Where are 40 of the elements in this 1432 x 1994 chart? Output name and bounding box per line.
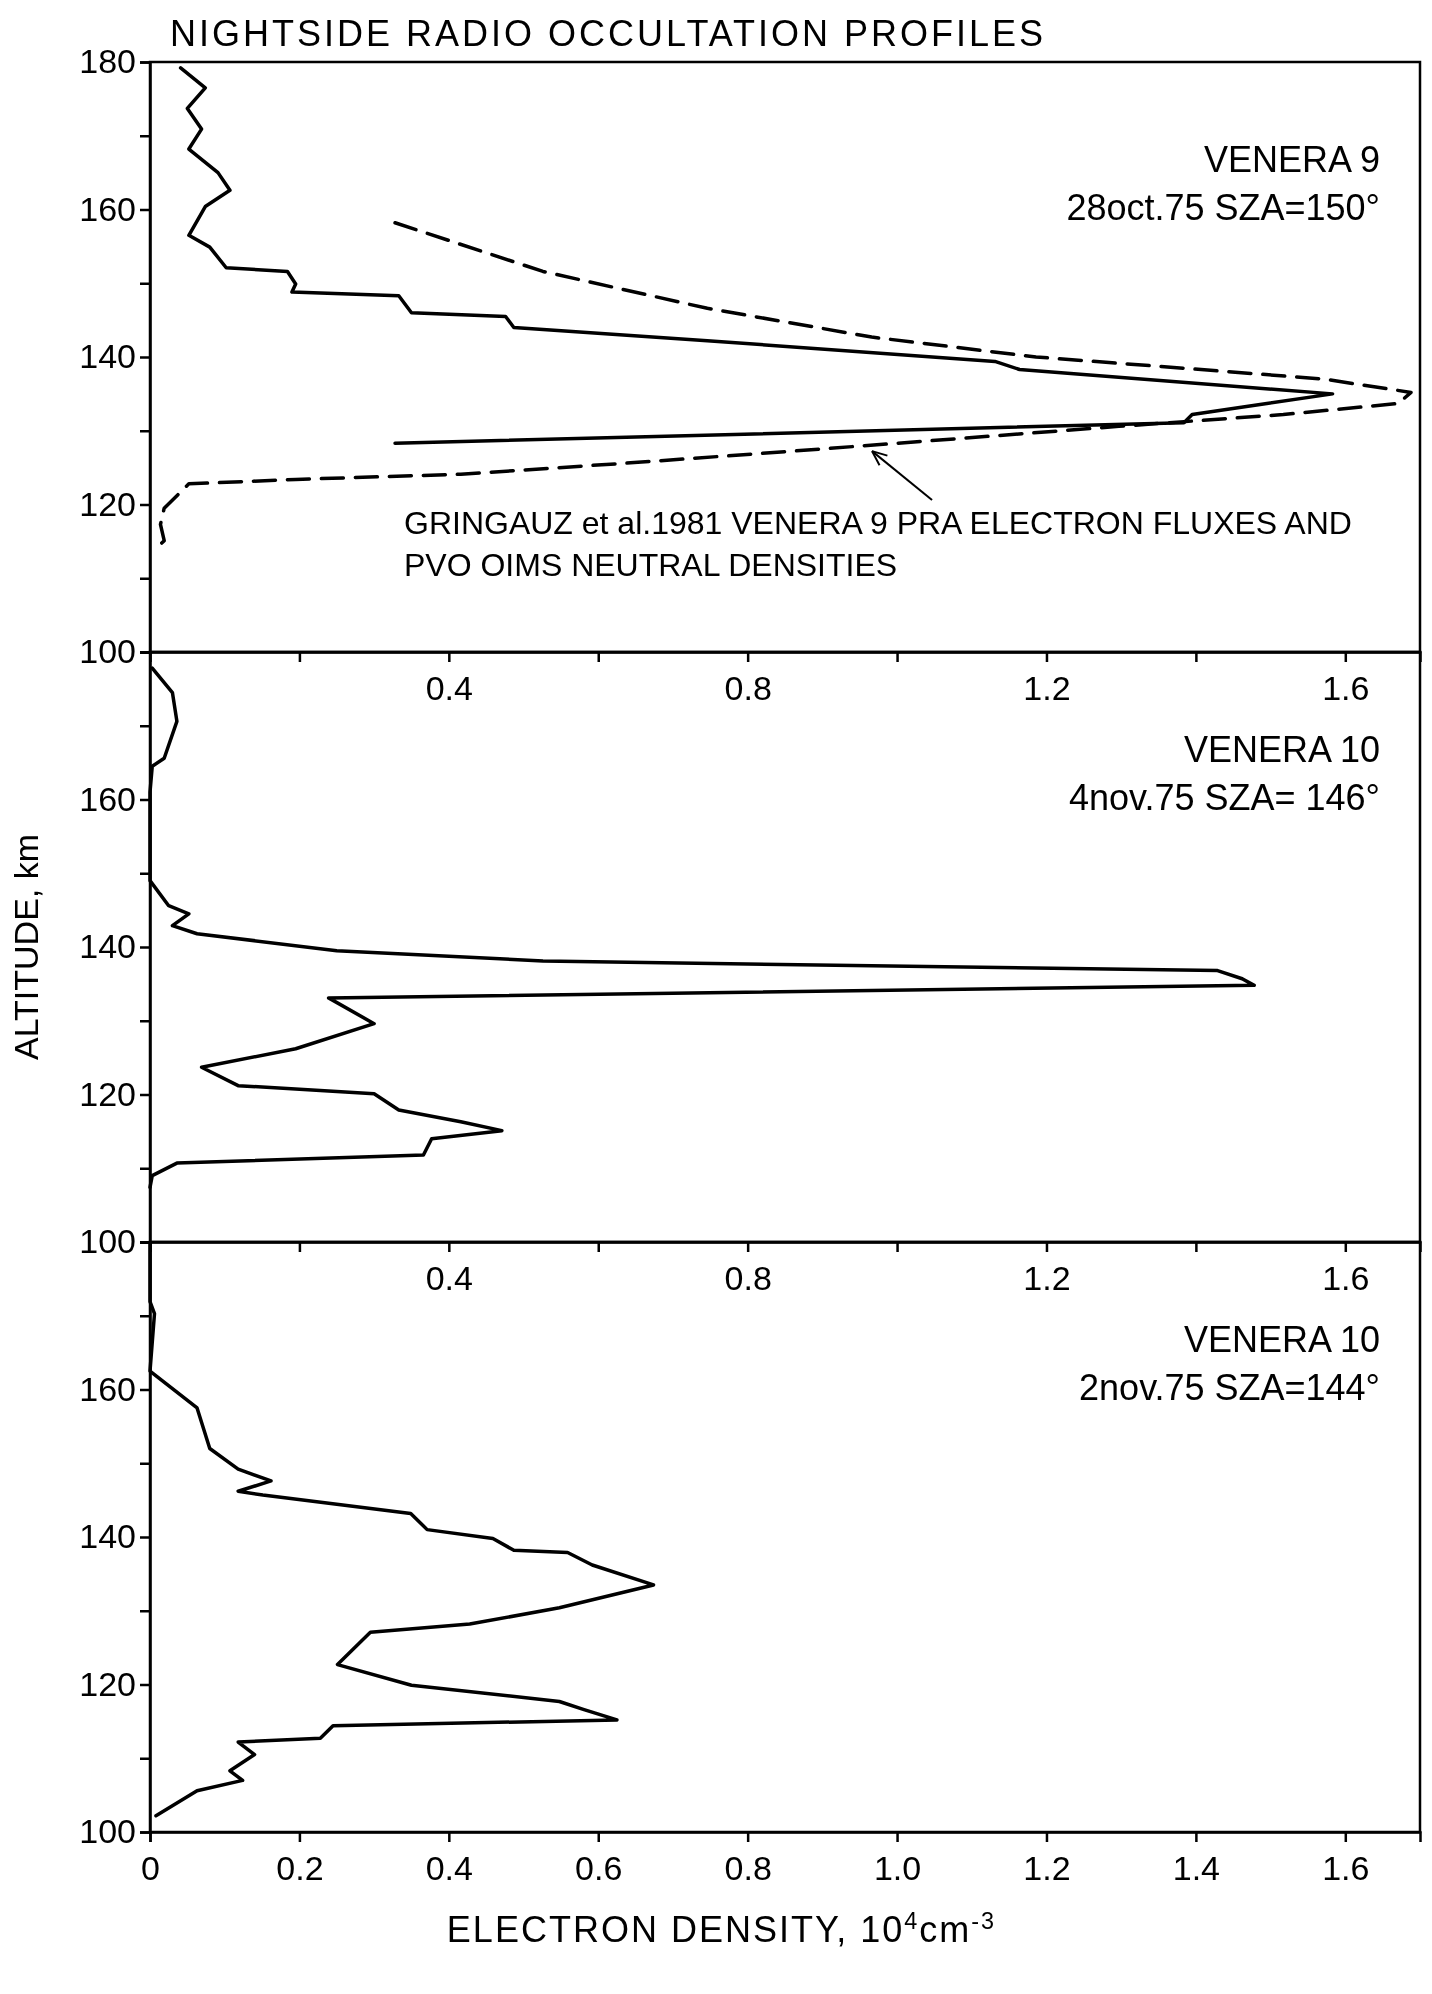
x-axis-title: ELECTRON DENSITY, 10$^{4}$cm$^{-3}$ — [446, 1908, 997, 1950]
x-tick-label: 1.2 — [1023, 1259, 1071, 1298]
y-tick-label: 120 — [79, 1074, 136, 1113]
x-tick-label: 1.6 — [1322, 669, 1370, 708]
y-axis-title: ALTITUDE, km — [7, 833, 45, 1061]
legend-label: GRINGAUZ et al.1981 VENERA 9 PRA ELECTRON FLUXES AND PVO OIMS NEUTRAL DENSITIES — [404, 505, 1352, 583]
x-tick-label: 1.2 — [1023, 669, 1071, 708]
annotation: 28oct.75 SZA=150° — [1066, 187, 1380, 228]
y-tick-label: 160 — [79, 779, 136, 818]
x-tick-label: 0.4 — [425, 669, 473, 708]
y-tick-label: 100 — [79, 1222, 136, 1261]
chart-title: NIGHTSIDE RADIO OCCULTATION PROFILES — [170, 13, 1047, 54]
x-tick-label: 1.0 — [873, 1849, 922, 1888]
y-tick-label: 160 — [79, 1369, 136, 1408]
x-tick-label: 0.4 — [425, 1259, 473, 1298]
y-tick-label: 160 — [79, 189, 136, 228]
y-tick-label: 140 — [79, 1517, 136, 1556]
x-tick-label: 1.4 — [1172, 1849, 1221, 1888]
y-tick-label: 100 — [79, 1812, 136, 1851]
x-tick-label: 0.8 — [724, 1259, 772, 1298]
x-tick-label: 0.2 — [276, 1849, 324, 1888]
x-tick-label: 0.4 — [425, 1849, 473, 1888]
y-tick-label: 140 — [79, 337, 136, 376]
annotation: 4nov.75 SZA= 146° — [1069, 777, 1380, 818]
x-tick-label: 1.2 — [1023, 1849, 1071, 1888]
x-tick-label: 0.8 — [724, 669, 772, 708]
y-tick-label: 100 — [79, 632, 136, 671]
x-tick-label: 0.8 — [724, 1849, 772, 1888]
y-tick-label: 120 — [79, 484, 136, 523]
y-tick-label: 120 — [79, 1664, 136, 1703]
x-tick-label: 0 — [141, 1849, 160, 1888]
annotation: 2nov.75 SZA=144° — [1079, 1367, 1380, 1408]
y-tick-label: 180 — [79, 42, 136, 81]
x-tick-label: 1.6 — [1322, 1259, 1370, 1298]
annotation: VENERA 10 — [1183, 1319, 1380, 1360]
annotation: VENERA 9 — [1203, 139, 1380, 180]
y-tick-label: 140 — [79, 927, 136, 966]
x-tick-label: 0.6 — [575, 1849, 623, 1888]
annotation: VENERA 10 — [1183, 729, 1380, 770]
x-tick-label: 1.6 — [1322, 1849, 1370, 1888]
